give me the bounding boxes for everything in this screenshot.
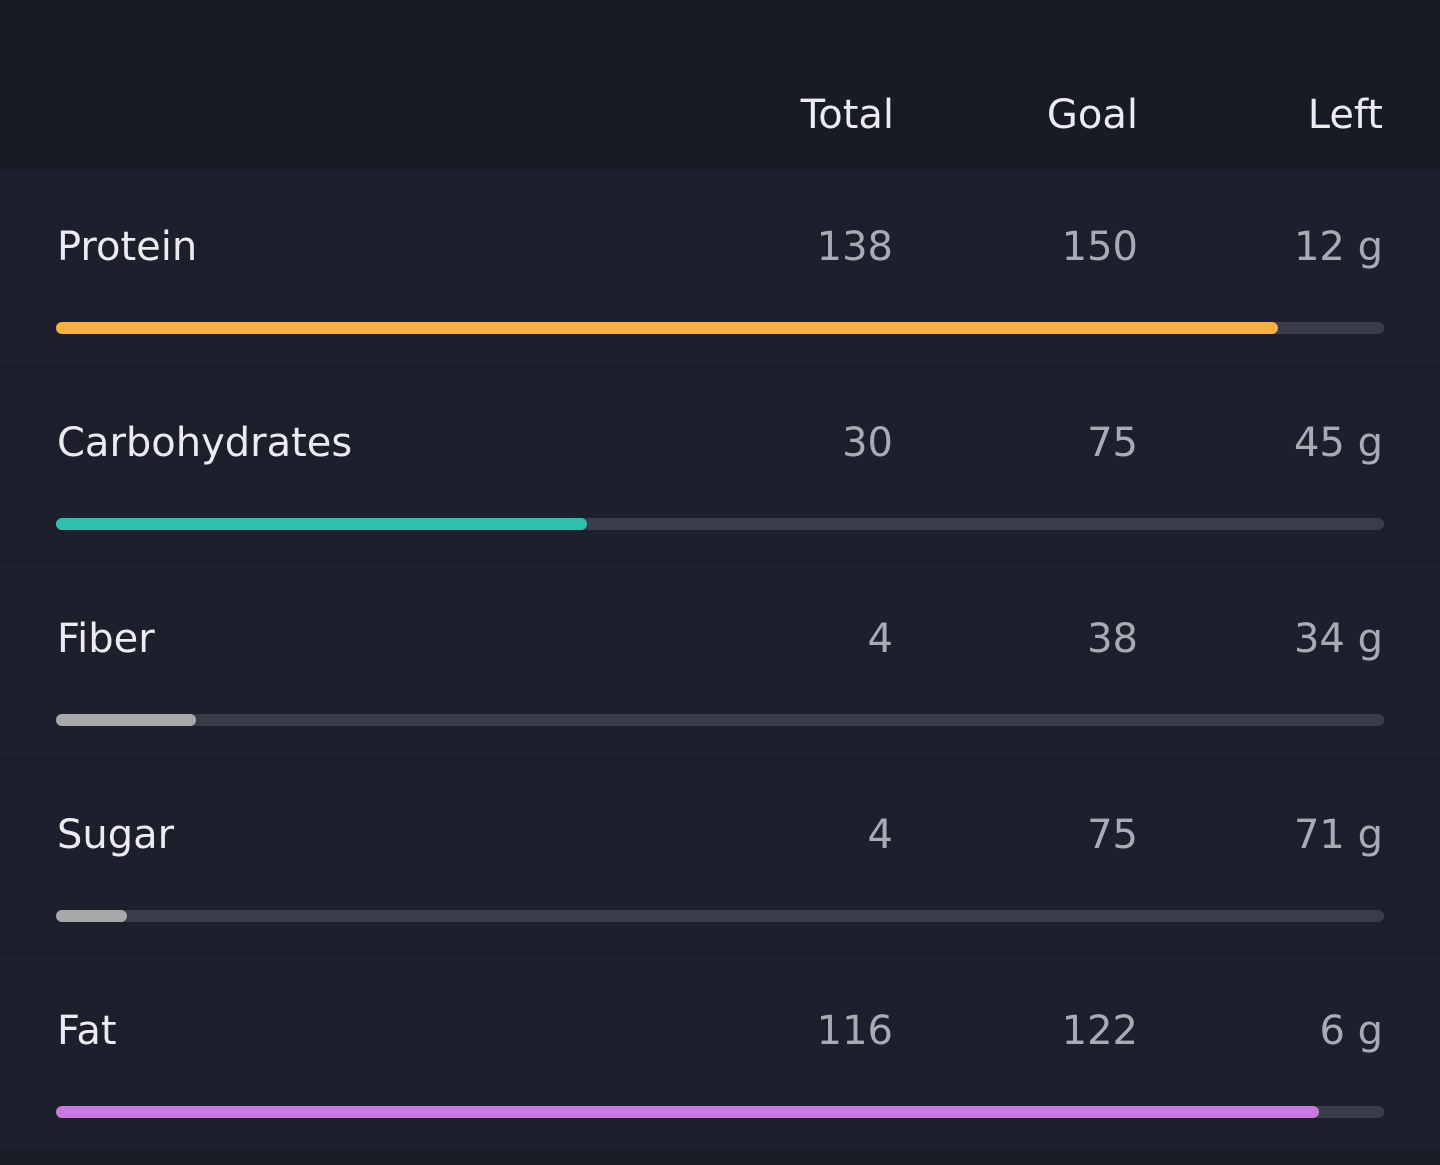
total-value: 30 bbox=[842, 420, 893, 466]
progress-fill bbox=[56, 518, 588, 530]
nutrient-row: Carbohydrates 30 75 45 g bbox=[0, 368, 1440, 560]
left-value: 45 g bbox=[1293, 420, 1383, 466]
goal-value: 38 bbox=[1087, 616, 1138, 662]
column-header: Goal bbox=[1046, 92, 1138, 138]
progress-track bbox=[56, 518, 1384, 530]
total-value: 4 bbox=[867, 812, 893, 858]
left-value: 34 g bbox=[1293, 616, 1383, 662]
progress-fill bbox=[56, 714, 196, 726]
nutrient-row: Fiber 4 38 34 g bbox=[0, 564, 1440, 756]
goal-value: 75 bbox=[1087, 420, 1138, 466]
goal-value: 150 bbox=[1061, 224, 1138, 270]
total-value: 4 bbox=[867, 616, 893, 662]
nutrient-name: Carbohydrates bbox=[57, 420, 353, 466]
progress-fill bbox=[56, 910, 127, 922]
nutrient-row: Protein 138 150 12 g bbox=[0, 172, 1440, 364]
progress-fill bbox=[56, 322, 1278, 334]
nutrient-name: Fat bbox=[57, 1008, 117, 1054]
nutrient-row: Fat 116 122 6 g bbox=[0, 956, 1440, 1148]
left-value: 6 g bbox=[1319, 1008, 1383, 1054]
table-header: Total Goal Left bbox=[0, 0, 1440, 168]
progress-track bbox=[56, 714, 1384, 726]
nutrient-row: Sugar 4 75 71 g bbox=[0, 760, 1440, 952]
column-header: Left bbox=[1307, 92, 1383, 138]
total-value: 116 bbox=[816, 1008, 893, 1054]
left-value: 71 g bbox=[1293, 812, 1383, 858]
left-value: 12 g bbox=[1293, 224, 1383, 270]
goal-value: 75 bbox=[1087, 812, 1138, 858]
nutrient-name: Fiber bbox=[57, 616, 155, 662]
nutrient-name: Protein bbox=[57, 224, 198, 270]
total-value: 138 bbox=[816, 224, 893, 270]
progress-fill bbox=[56, 1106, 1319, 1118]
progress-track bbox=[56, 322, 1384, 334]
column-header: Total bbox=[800, 92, 894, 138]
progress-track bbox=[56, 1106, 1384, 1118]
nutrient-name: Sugar bbox=[57, 812, 175, 858]
goal-value: 122 bbox=[1061, 1008, 1138, 1054]
progress-track bbox=[56, 910, 1384, 922]
